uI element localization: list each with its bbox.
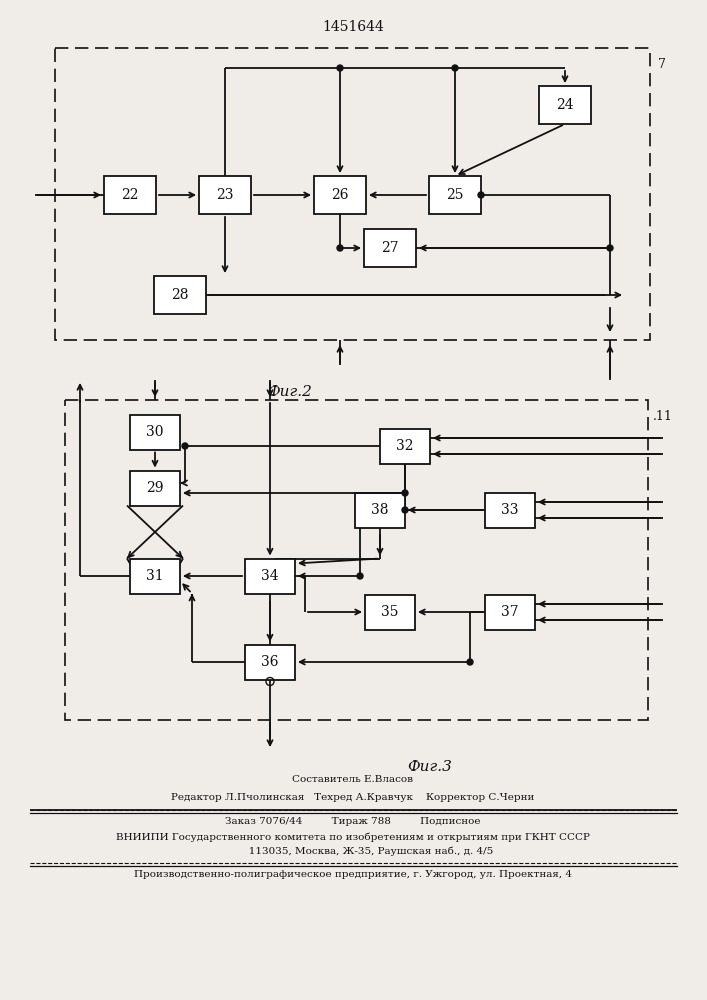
Text: 38: 38 [371,503,389,517]
Circle shape [467,659,473,665]
Text: 7: 7 [658,58,666,71]
Text: 30: 30 [146,425,164,439]
Bar [65,400,648,720]
Text: 27: 27 [381,241,399,255]
Bar [355,492,405,528]
Text: 28: 28 [171,288,189,302]
Text: Редактор Л.Пчолинская   Техред А.Кравчук    Корректор С.Черни: Редактор Л.Пчолинская Техред А.Кравчук К… [171,793,534,802]
Text: Составитель Е.Власов: Составитель Е.Власов [293,775,414,784]
Bar [539,86,591,124]
Text: 32: 32 [396,439,414,453]
Text: 36: 36 [262,655,279,669]
Bar [130,558,180,593]
Text: 29: 29 [146,481,164,495]
Bar [364,229,416,267]
Circle shape [402,490,408,496]
Bar [104,176,156,214]
Text: 113035, Москва, Ж-35, Раушская наб., д. 4/5: 113035, Москва, Ж-35, Раушская наб., д. … [213,847,493,856]
Circle shape [452,65,458,71]
Text: 22: 22 [121,188,139,202]
Text: 1451644: 1451644 [322,20,384,34]
Text: 34: 34 [261,569,279,583]
Bar [55,48,650,340]
Bar [199,176,251,214]
Text: 31: 31 [146,569,164,583]
Circle shape [337,245,343,251]
Text: Фиг.2: Фиг.2 [267,385,312,399]
Text: 35: 35 [381,605,399,619]
Bar [485,594,535,630]
Bar [245,645,295,680]
Bar [429,176,481,214]
Text: 23: 23 [216,188,234,202]
Text: Заказ 7076/44         Тираж 788         Подписное: Заказ 7076/44 Тираж 788 Подписное [226,817,481,826]
Text: Фиг.3: Фиг.3 [407,760,452,774]
Text: 24: 24 [556,98,574,112]
Bar [245,558,295,593]
Text: 37: 37 [501,605,519,619]
Bar [130,414,180,450]
Circle shape [478,192,484,198]
Text: ВНИИПИ Государственного комитета по изобретениям и открытиям при ГКНТ СССР: ВНИИПИ Государственного комитета по изоб… [116,832,590,842]
Text: 26: 26 [332,188,349,202]
Bar [380,428,430,464]
Bar [130,471,180,506]
Text: 33: 33 [501,503,519,517]
Bar [365,594,415,630]
Circle shape [402,507,408,513]
Text: 25: 25 [446,188,464,202]
Bar [154,276,206,314]
Circle shape [337,65,343,71]
Bar [314,176,366,214]
Text: .11: .11 [653,410,673,423]
Bar [485,492,535,528]
Circle shape [357,573,363,579]
Text: Производственно-полиграфическое предприятие, г. Ужгород, ул. Проектная, 4: Производственно-полиграфическое предприя… [134,870,572,879]
Circle shape [182,443,188,449]
Circle shape [607,245,613,251]
